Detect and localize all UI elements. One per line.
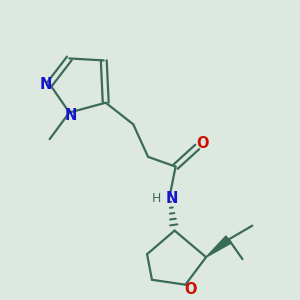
Text: N: N	[166, 190, 178, 206]
Text: N: N	[40, 76, 52, 92]
Text: H: H	[152, 192, 162, 205]
Text: N: N	[64, 108, 76, 123]
Text: O: O	[196, 136, 208, 151]
Polygon shape	[206, 236, 231, 257]
Text: O: O	[184, 282, 196, 297]
